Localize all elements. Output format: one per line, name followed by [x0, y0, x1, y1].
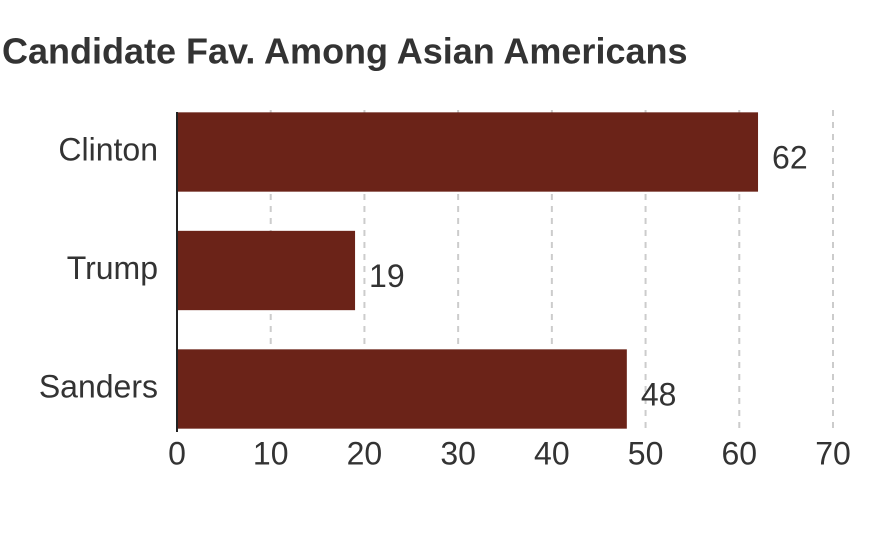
bar: [177, 230, 356, 311]
chart-title: Candidate Fav. Among Asian Americans: [2, 31, 688, 72]
x-tick-label: 40: [534, 435, 570, 471]
bar: [177, 112, 759, 192]
y-tick-label: Trump: [67, 250, 158, 286]
x-tick-label: 10: [253, 435, 289, 471]
x-tick-label: 0: [168, 435, 186, 471]
bar: [177, 349, 627, 429]
y-tick-label: Clinton: [58, 131, 158, 167]
value-label: 48: [641, 376, 677, 412]
x-tick-label: 20: [347, 435, 383, 471]
value-label: 62: [772, 139, 808, 175]
y-tick-label: Sanders: [39, 368, 158, 404]
x-tick-label: 50: [628, 435, 664, 471]
x-tick-label: 60: [721, 435, 757, 471]
value-label: 19: [369, 258, 405, 294]
x-tick-label: 30: [440, 435, 476, 471]
x-tick-label: 70: [815, 435, 851, 471]
